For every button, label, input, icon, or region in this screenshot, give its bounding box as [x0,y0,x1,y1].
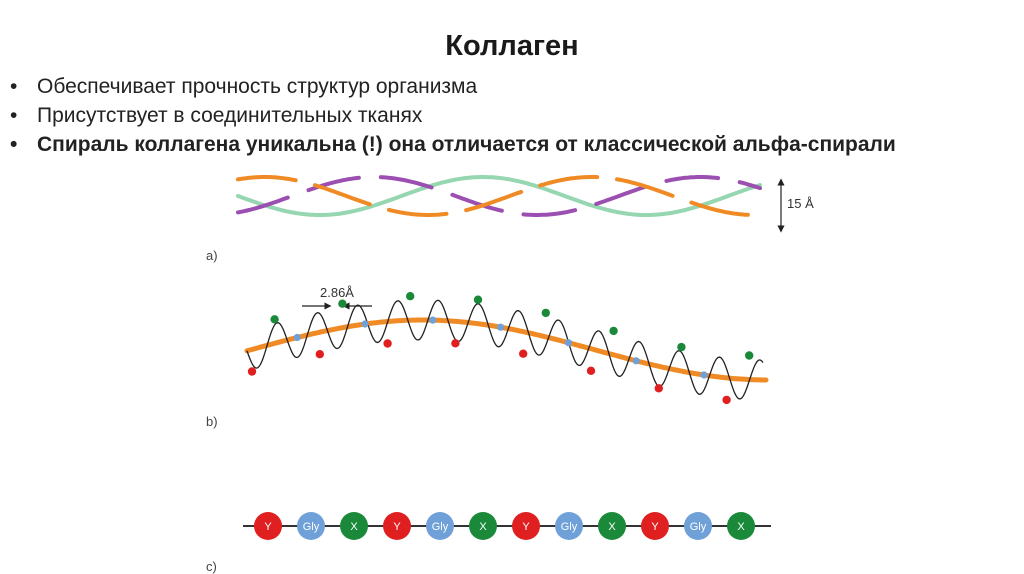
sequence-bead-label: X [737,521,745,533]
residue-dot [293,333,301,342]
sequence-bead [555,512,583,540]
residue-dot [429,316,437,324]
chain-coil [246,299,764,400]
chain-axis [244,317,769,383]
bullet-item-1: Обеспечивает прочность структур организм… [10,72,1010,101]
residue-dot [609,326,618,336]
helix-strand-mint [236,175,762,217]
panel-c-label: c) [206,559,217,574]
residue-dot [541,308,550,318]
residue-dot [586,366,596,375]
residue-dot [315,350,324,359]
residue-dot [632,357,640,365]
residue-dot [722,395,731,405]
page-title: Коллаген [445,30,579,62]
residue-dot [677,342,686,352]
residue-dot [564,339,573,347]
sequence-bead [641,512,669,540]
rise-label: 2.86Å [320,285,354,300]
sequence-bead-label: Y [393,521,401,533]
residue-dot [473,295,483,304]
sequence-bead [383,512,411,540]
helix-strand-purple [236,175,762,217]
sequence-bead-label: Y [264,521,272,533]
residue-dot [406,292,415,301]
panel-b-label: b) [206,414,218,429]
sequence-beads: Y Gly X Y Gly X Y Gly X Y Gly X [254,512,755,540]
sequence-bead [254,512,282,540]
sequence-bead [340,512,368,540]
bullet-item-3: Спираль коллагена уникальна (!) она отли… [10,130,1010,159]
panel-a-label: a) [206,248,218,263]
sequence-bead [297,512,325,540]
residue-dot [519,349,528,358]
residue-dot [361,320,369,328]
residue-dot [383,339,392,348]
residue-dot [700,371,708,379]
bullet-item-2: Присутствует в соединительных тканях [10,101,1010,130]
sequence-bead-label: Y [522,521,530,533]
sequence-bead-label: X [350,521,358,533]
sequence-bead-label: Gly [690,521,707,533]
sequence-bead [512,512,540,540]
sequence-bead [426,512,454,540]
sequence-bead-label: Gly [561,521,578,533]
sequence-bead [469,512,497,540]
residue-dot [745,351,754,360]
sequence-bead-label: Gly [432,521,449,533]
sequence-bead-label: Gly [303,521,320,533]
sequence-bead-label: X [608,521,616,533]
residue-dot [451,339,460,348]
residue-dot [270,315,279,324]
residue-dot [338,299,347,308]
bullet-list: Обеспечивает прочность структур организм… [10,72,1010,159]
dimension-label: 15 Å [787,196,814,211]
residue-dot [497,323,505,331]
single-chain [244,292,769,405]
sequence-bead-label: X [479,521,487,533]
residue-dot [654,384,663,393]
sequence-bead [598,512,626,540]
sequence-bead-label: Y [651,521,659,533]
residue-dot [247,367,257,376]
chain-residues [247,292,754,405]
sequence-bead [727,512,755,540]
triple-helix [236,175,762,217]
sequence-bead [684,512,712,540]
helix-strand-orange [236,175,762,217]
